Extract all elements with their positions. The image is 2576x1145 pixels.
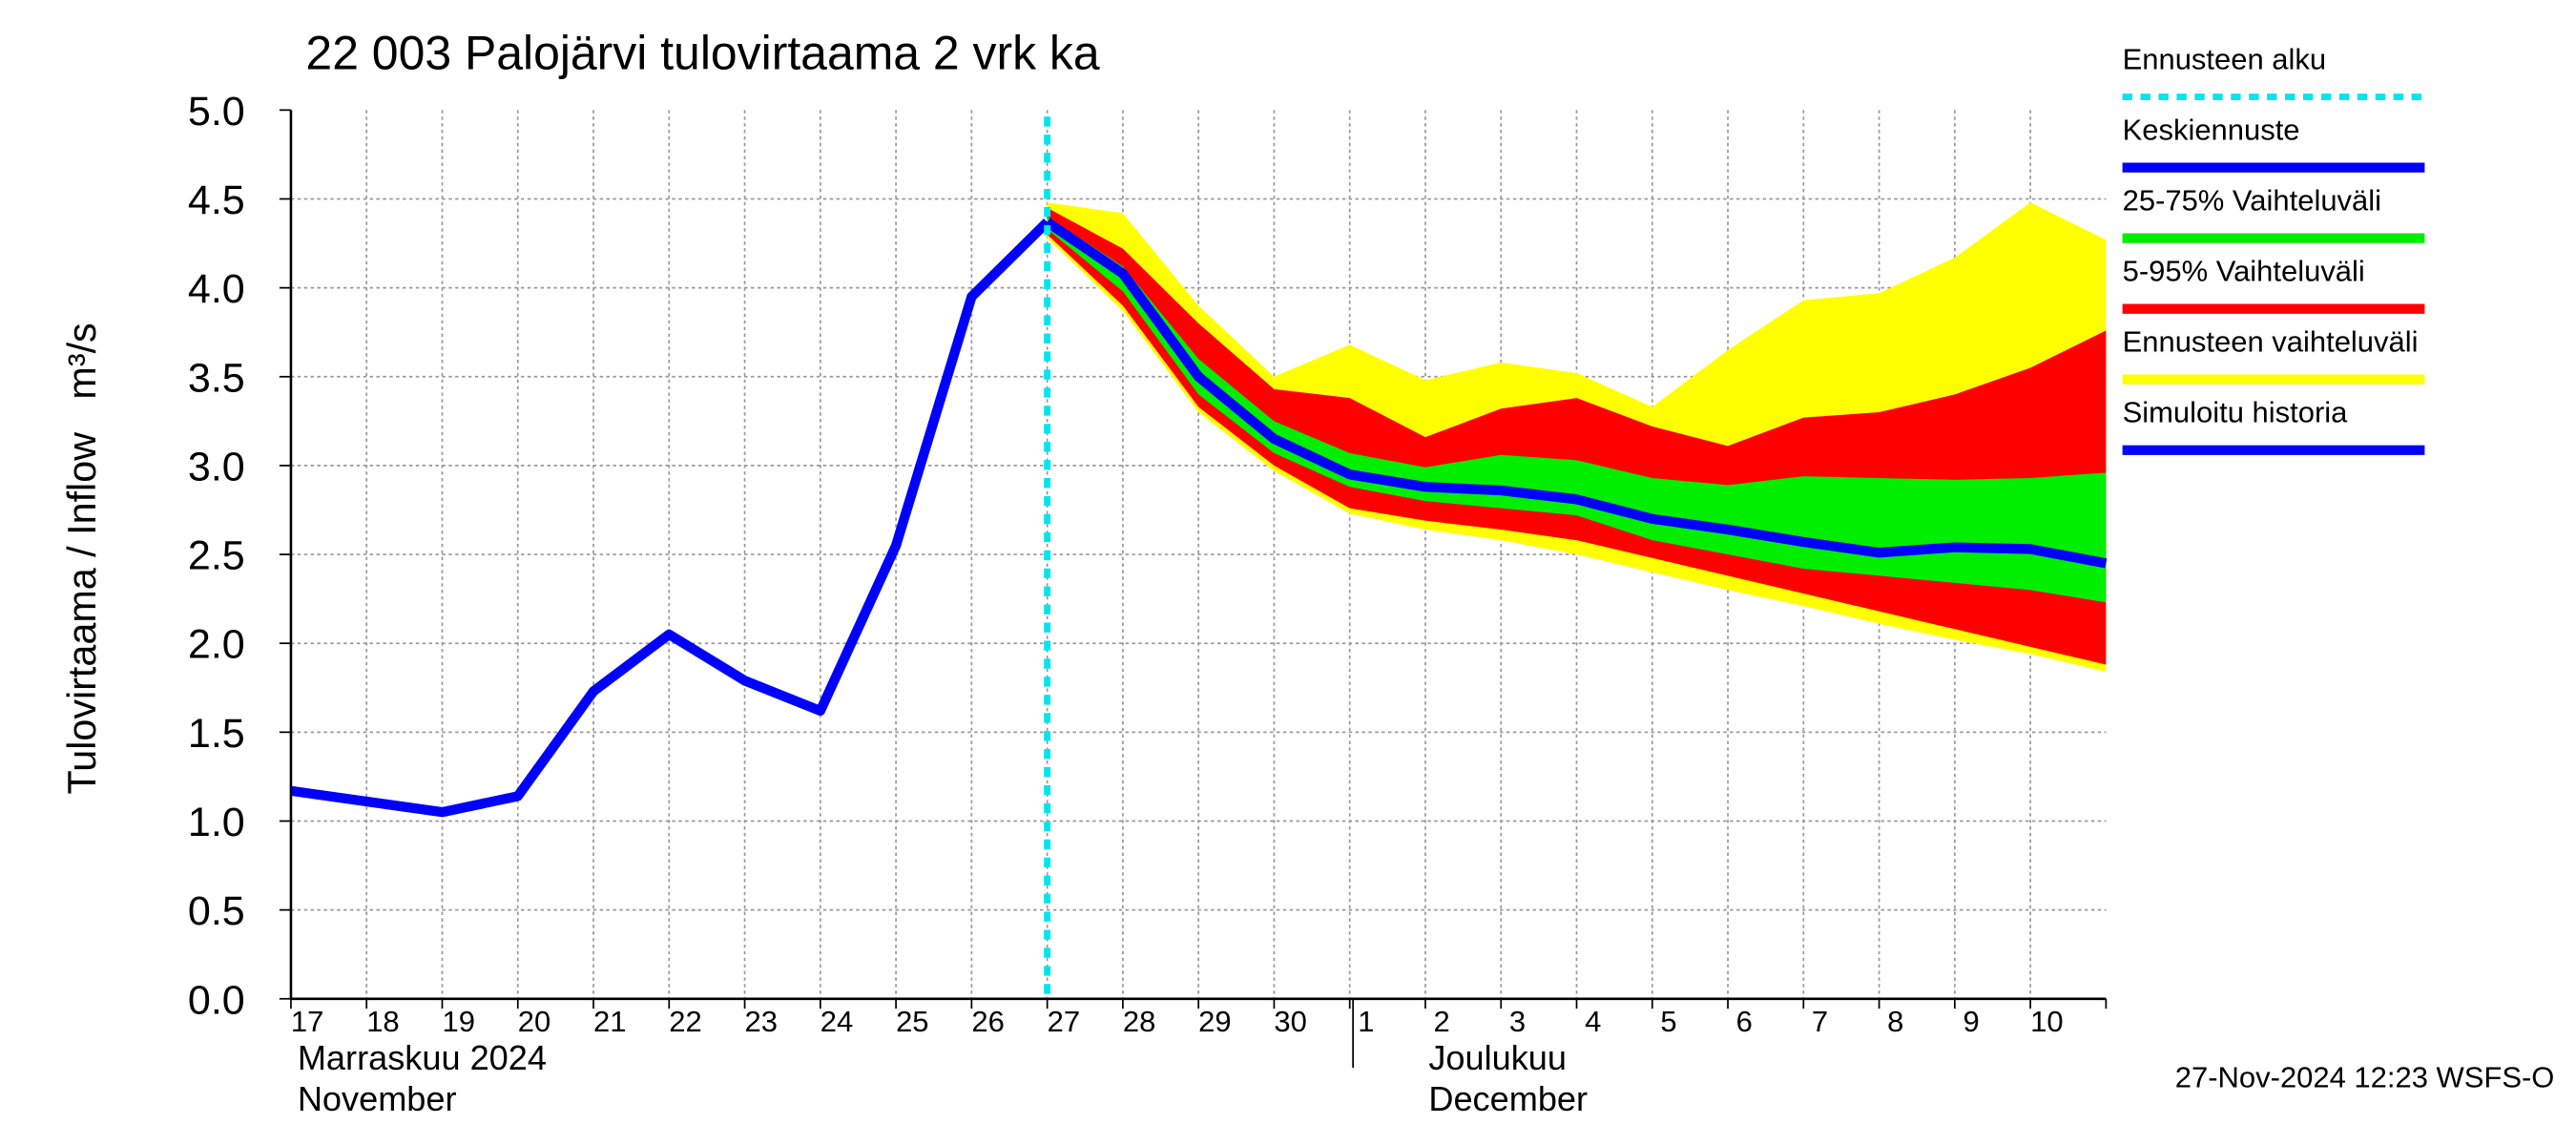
y-tick-label: 3.5 <box>188 355 245 401</box>
month-label: Marraskuu 2024 <box>298 1038 547 1077</box>
x-tick-label: 30 <box>1274 1005 1306 1038</box>
x-tick-label: 18 <box>366 1005 399 1038</box>
x-tick-label: 20 <box>518 1005 551 1038</box>
x-tick-label: 10 <box>2030 1005 2063 1038</box>
legend-label: 5-95% Vaihteluväli <box>2123 254 2365 287</box>
month-label: Joulukuu <box>1428 1038 1567 1077</box>
x-tick-label: 27 <box>1048 1005 1080 1038</box>
y-tick-label: 2.5 <box>188 533 245 579</box>
x-tick-label: 4 <box>1585 1005 1601 1038</box>
x-tick-label: 6 <box>1736 1005 1753 1038</box>
x-tick-label: 7 <box>1812 1005 1828 1038</box>
x-tick-label: 21 <box>593 1005 626 1038</box>
x-tick-label: 8 <box>1887 1005 1903 1038</box>
month-label: December <box>1428 1079 1588 1118</box>
x-tick-label: 24 <box>821 1005 853 1038</box>
line <box>1044 218 2108 569</box>
x-tick-label: 2 <box>1434 1005 1450 1038</box>
x-tick-label: 25 <box>896 1005 928 1038</box>
y-tick-label: 1.5 <box>188 711 245 757</box>
y-axis-label: Tulovirtaama / Inflow m³/s <box>60 323 104 794</box>
month-label: November <box>298 1079 457 1118</box>
legend-label: Ennusteen alku <box>2123 42 2327 75</box>
x-tick-label: 9 <box>1963 1005 1979 1038</box>
y-tick-label: 4.5 <box>188 177 245 223</box>
x-tick-label: 23 <box>745 1005 778 1038</box>
chart-title: 22 003 Palojärvi tulovirtaama 2 vrk ka <box>305 26 1099 79</box>
x-tick-label: 19 <box>442 1005 474 1038</box>
y-tick-label: 2.0 <box>188 622 245 668</box>
line <box>290 219 1051 818</box>
y-tick-label: 4.0 <box>188 266 245 312</box>
x-tick-label: 17 <box>291 1005 323 1038</box>
x-tick-label: 29 <box>1198 1005 1231 1038</box>
y-tick-label: 3.0 <box>188 444 245 489</box>
x-tick-label: 28 <box>1123 1005 1155 1038</box>
x-tick-label: 1 <box>1358 1005 1374 1038</box>
y-tick-label: 1.0 <box>188 800 245 845</box>
legend-label: 25-75% Vaihteluväli <box>2123 183 2381 217</box>
x-tick-label: 22 <box>669 1005 701 1038</box>
legend-label: Keskiennuste <box>2123 113 2300 146</box>
legend-label: Simuloitu historia <box>2123 395 2349 428</box>
legend-label: Ennusteen vaihteluväli <box>2123 324 2419 358</box>
band <box>1047 217 2107 603</box>
x-tick-label: 3 <box>1509 1005 1526 1038</box>
y-tick-label: 0.5 <box>188 888 245 934</box>
y-tick-label: 5.0 <box>188 89 245 135</box>
y-tick-label: 0.0 <box>188 977 245 1023</box>
timestamp: 27-Nov-2024 12:23 WSFS-O <box>2175 1061 2555 1094</box>
x-tick-label: 5 <box>1660 1005 1676 1038</box>
x-tick-label: 26 <box>971 1005 1004 1038</box>
